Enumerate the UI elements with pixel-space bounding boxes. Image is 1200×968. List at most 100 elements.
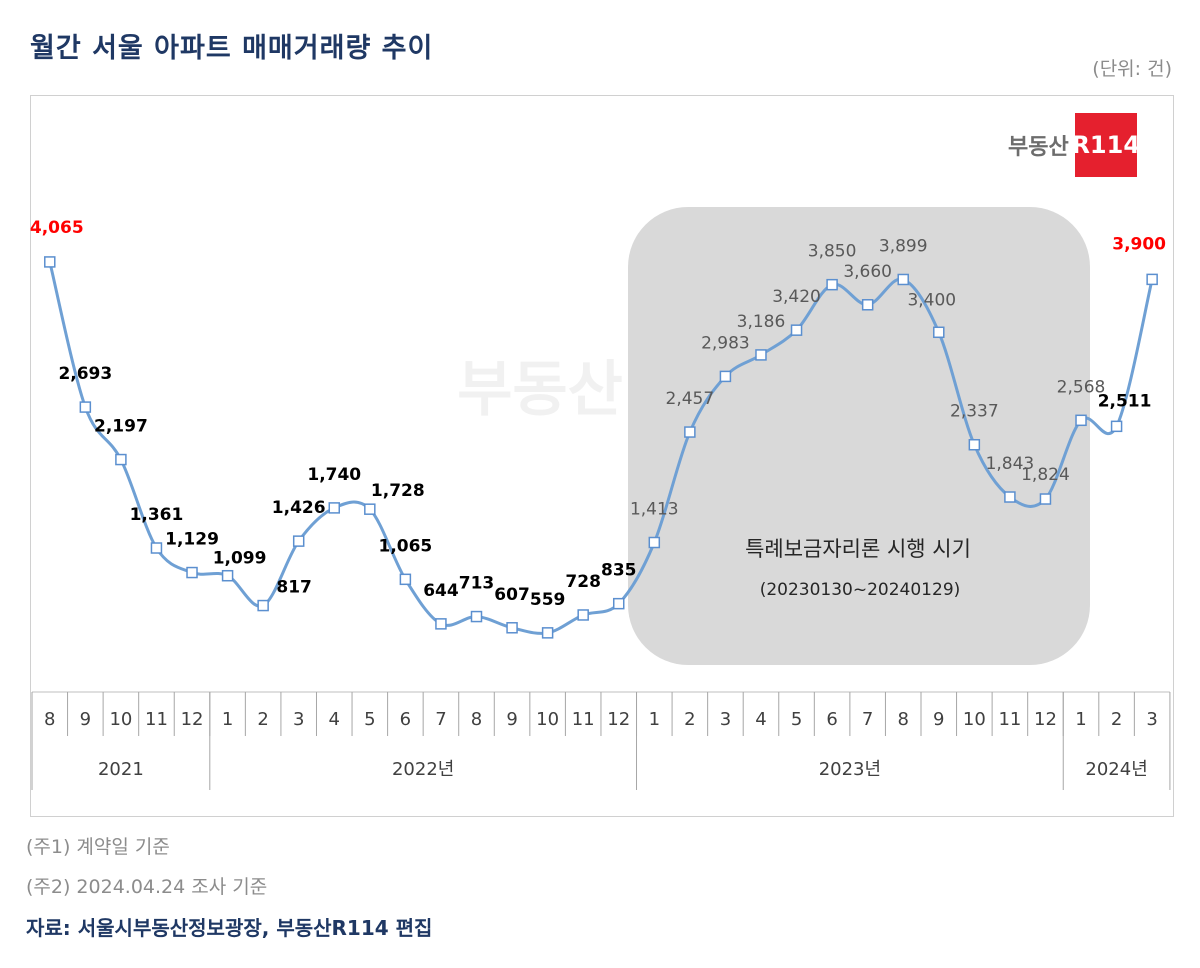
x-tick-label: 9 bbox=[933, 709, 944, 730]
data-label: 1,129 bbox=[165, 530, 219, 550]
chart-frame bbox=[30, 95, 1174, 817]
data-label: 3,186 bbox=[737, 312, 786, 332]
data-label: 2,693 bbox=[58, 364, 112, 384]
data-label: 644 bbox=[423, 581, 459, 601]
data-label: 713 bbox=[459, 574, 495, 594]
annotation-text: 특례보금자리론 시행 시기 bbox=[745, 537, 971, 561]
data-label: 2,197 bbox=[94, 417, 148, 437]
data-point bbox=[186, 566, 198, 579]
logo-text: 부동산 bbox=[1008, 135, 1069, 160]
data-point bbox=[506, 622, 518, 634]
data-point bbox=[861, 299, 874, 311]
data-label: 1,413 bbox=[630, 500, 679, 520]
data-label: 2,337 bbox=[950, 402, 999, 422]
data-label: 1,740 bbox=[307, 465, 361, 485]
data-point bbox=[79, 401, 92, 413]
x-tick-label: 2 bbox=[684, 709, 695, 730]
data-label: 1,065 bbox=[378, 536, 432, 556]
year-label: 2024년 bbox=[1085, 759, 1147, 780]
data-label: 2,983 bbox=[701, 333, 750, 353]
data-point bbox=[933, 326, 945, 339]
x-tick-label: 6 bbox=[400, 709, 411, 730]
x-tick-label: 11 bbox=[572, 709, 595, 730]
x-tick-label: 3 bbox=[720, 709, 731, 730]
data-label: 728 bbox=[565, 572, 601, 592]
data-point bbox=[115, 453, 127, 466]
x-tick-label: 8 bbox=[44, 709, 55, 730]
data-label: 835 bbox=[601, 561, 637, 581]
data-point bbox=[719, 370, 732, 383]
data-label: 3,899 bbox=[879, 236, 928, 256]
data-point bbox=[897, 273, 909, 286]
data-point bbox=[648, 536, 661, 549]
x-tick-label: 10 bbox=[109, 709, 132, 730]
data-point bbox=[612, 597, 625, 610]
x-tick-label: 10 bbox=[536, 709, 559, 730]
data-point bbox=[221, 569, 234, 582]
data-point bbox=[328, 502, 341, 514]
year-label: 2023년 bbox=[819, 759, 881, 780]
logo-badge: R114 bbox=[1071, 113, 1140, 177]
x-tick-label: 4 bbox=[329, 709, 340, 730]
data-point bbox=[790, 324, 803, 336]
data-label: 1,361 bbox=[130, 505, 184, 525]
data-label: 4,065 bbox=[30, 218, 84, 238]
x-tick-label: 5 bbox=[364, 709, 375, 730]
r114-logo: 부동산 R114 bbox=[1008, 113, 1140, 177]
x-tick-label: 6 bbox=[826, 709, 837, 730]
x-tick-label: 11 bbox=[998, 709, 1021, 730]
data-point bbox=[1004, 491, 1016, 503]
data-label: 3,660 bbox=[843, 262, 892, 282]
x-tick-label: 10 bbox=[963, 709, 986, 730]
data-label: 3,850 bbox=[808, 242, 857, 262]
data-point bbox=[1110, 420, 1123, 433]
data-label: 607 bbox=[494, 585, 530, 605]
x-tick-label: 1 bbox=[1075, 709, 1086, 730]
data-point bbox=[755, 349, 767, 361]
chart-title: 월간 서울 아파트 매매거래량 추이 bbox=[30, 33, 434, 64]
x-tick-label: 12 bbox=[607, 709, 630, 730]
x-tick-label: 3 bbox=[293, 709, 304, 730]
data-label: 817 bbox=[276, 578, 312, 598]
data-point bbox=[44, 256, 56, 268]
data-point bbox=[470, 610, 483, 623]
x-tick-label: 9 bbox=[80, 709, 91, 730]
x-tick-label: 7 bbox=[435, 709, 446, 730]
annotation-box bbox=[628, 207, 1090, 665]
watermark: 부동산 bbox=[457, 355, 623, 425]
data-point bbox=[684, 426, 696, 438]
data-point bbox=[826, 278, 838, 291]
data-label: 1,843 bbox=[986, 454, 1035, 474]
data-label: 2,511 bbox=[1098, 391, 1152, 411]
data-label: 2,568 bbox=[1057, 377, 1106, 397]
x-tick-label: 4 bbox=[755, 709, 766, 730]
data-label: 3,400 bbox=[907, 290, 956, 310]
data-label: 1,824 bbox=[1021, 465, 1070, 485]
unit-label: (단위: 건) bbox=[1092, 58, 1172, 80]
data-label: 2,457 bbox=[666, 389, 715, 409]
data-point bbox=[435, 618, 447, 630]
data-label: 1,728 bbox=[371, 481, 425, 501]
data-label: 3,420 bbox=[772, 287, 821, 307]
year-label: 2021 bbox=[98, 759, 144, 780]
x-tick-label: 12 bbox=[1034, 709, 1057, 730]
data-point bbox=[364, 503, 376, 515]
year-label: 2022년 bbox=[392, 759, 454, 780]
data-point bbox=[150, 542, 163, 554]
data-point bbox=[1075, 414, 1087, 427]
x-tick-label: 1 bbox=[222, 709, 233, 730]
x-tick-label: 8 bbox=[471, 709, 482, 730]
note-1: (주1) 계약일 기준 bbox=[26, 836, 170, 858]
x-tick-label: 9 bbox=[506, 709, 517, 730]
data-point bbox=[399, 573, 412, 586]
note-2: (주2) 2024.04.24 조사 기준 bbox=[26, 876, 268, 898]
data-label: 559 bbox=[530, 590, 566, 610]
source: 자료: 서울시부동산정보광장, 부동산R114 편집 bbox=[26, 916, 433, 940]
data-point bbox=[577, 609, 589, 621]
data-point bbox=[1146, 273, 1158, 286]
data-point bbox=[541, 627, 554, 639]
x-tick-label: 2 bbox=[257, 709, 268, 730]
x-tick-label: 5 bbox=[791, 709, 802, 730]
data-point bbox=[257, 599, 269, 612]
